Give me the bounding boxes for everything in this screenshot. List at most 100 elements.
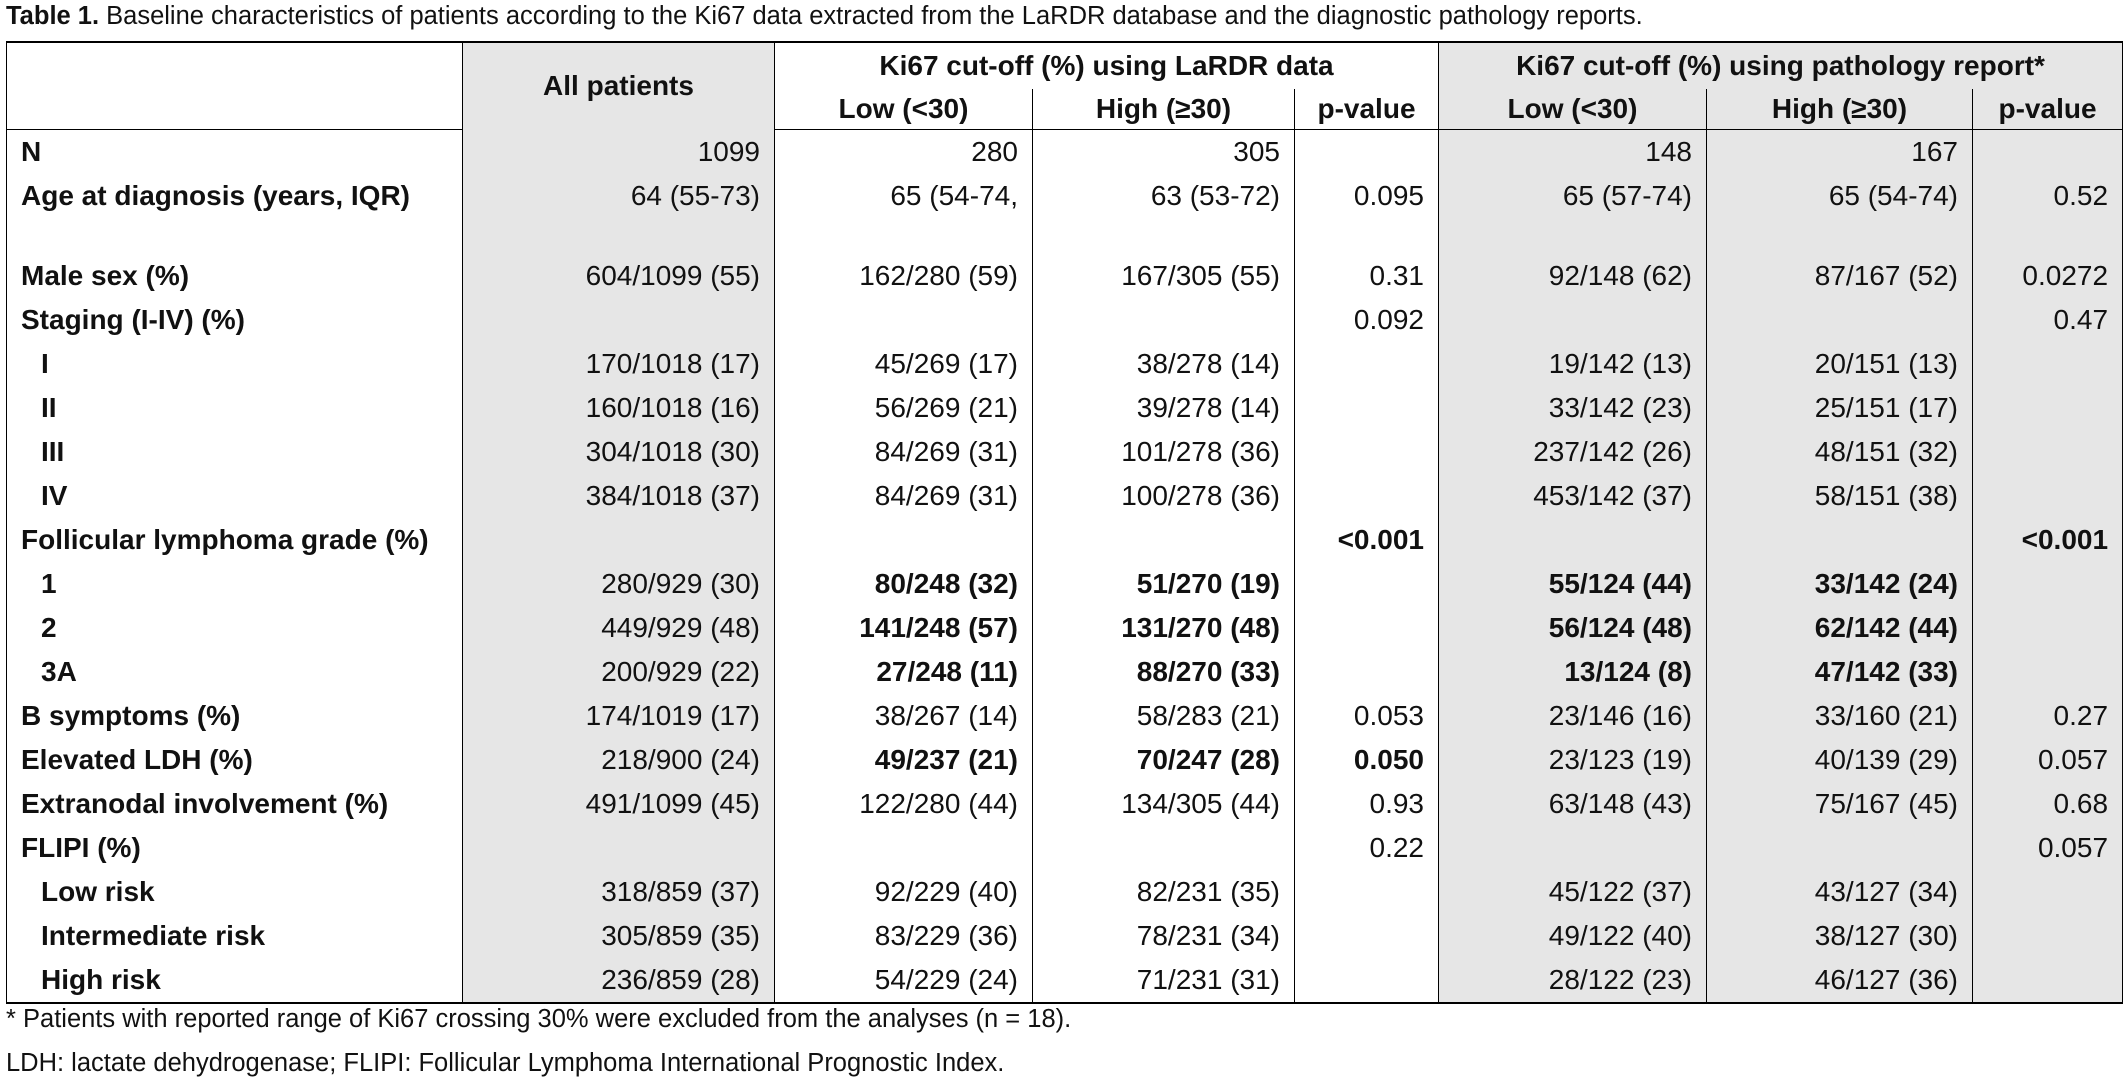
cell-pathology-high: 20/151 (13)	[1706, 342, 1973, 386]
cell-pathology-pvalue	[1971, 129, 2124, 174]
cell-all-patients: 170/1018 (17)	[462, 342, 775, 386]
cell-pathology-pvalue: 0.0272	[1971, 254, 2124, 298]
cell-lardr-low: 56/269 (21)	[774, 386, 1033, 430]
cell-pathology-low: 148	[1438, 129, 1707, 174]
header-empty-cell	[6, 89, 463, 130]
cell-pathology-high: 40/139 (29)	[1706, 738, 1973, 782]
cell-all-patients: 174/1019 (17)	[462, 694, 775, 738]
cell-pathology-pvalue	[1971, 870, 2124, 914]
cell-lardr-high: 38/278 (14)	[1032, 342, 1295, 386]
cell-pathology-low: 55/124 (44)	[1438, 562, 1707, 606]
cell-lardr-high: 71/231 (31)	[1032, 958, 1295, 1004]
cell-pathology-low: 23/123 (19)	[1438, 738, 1707, 782]
cell-lardr-high: 167/305 (55)	[1032, 254, 1295, 298]
cell-all-patients: 449/929 (48)	[462, 606, 775, 650]
footnote-abbreviations: LDH: lactate dehydrogenase; FLIPI: Folli…	[6, 1049, 1005, 1077]
row-label: 1	[6, 562, 463, 606]
cell-lardr-high: 82/231 (35)	[1032, 870, 1295, 914]
spacer-cell	[1971, 218, 2124, 254]
header-row-groups: All patients Ki67 cut-off (%) using LaRD…	[6, 41, 2124, 130]
table-row: Follicular lymphoma grade (%) <0.001 <0.00…	[6, 518, 2124, 562]
cell-lardr-pvalue	[1294, 386, 1439, 430]
cell-lardr-pvalue: <0.001	[1294, 518, 1439, 562]
cell-all-patients: 200/929 (22)	[462, 650, 775, 694]
cell-all-patients: 218/900 (24)	[462, 738, 775, 782]
cell-lardr-pvalue	[1294, 430, 1439, 474]
cell-all-patients: 1099	[462, 129, 775, 174]
cell-pathology-low: 65 (57-74)	[1438, 174, 1707, 218]
header-pathology-pvalue: p-value	[1971, 89, 2124, 130]
cell-lardr-low	[774, 826, 1033, 870]
header-empty-cell	[6, 41, 463, 89]
cell-pathology-pvalue	[1971, 958, 2124, 1004]
cell-lardr-high: 305	[1032, 129, 1295, 174]
cell-all-patients: 236/859 (28)	[462, 958, 775, 1004]
cell-all-patients: 280/929 (30)	[462, 562, 775, 606]
cell-lardr-low: 280	[774, 129, 1033, 174]
cell-all-patients: 318/859 (37)	[462, 870, 775, 914]
cell-lardr-high	[1032, 518, 1295, 562]
cell-lardr-high: 39/278 (14)	[1032, 386, 1295, 430]
cell-lardr-low: 141/248 (57)	[774, 606, 1033, 650]
cell-pathology-pvalue	[1971, 650, 2124, 694]
header-all-patients: All patients	[462, 41, 775, 130]
cell-pathology-low: 63/148 (43)	[1438, 782, 1707, 826]
cell-lardr-pvalue	[1294, 870, 1439, 914]
table-row: Low risk 318/859 (37) 92/229 (40) 82/231 (3…	[6, 870, 2124, 914]
cell-lardr-pvalue	[1294, 650, 1439, 694]
row-label: FLIPI (%)	[6, 826, 463, 870]
cell-lardr-high: 88/270 (33)	[1032, 650, 1295, 694]
cell-lardr-pvalue	[1294, 606, 1439, 650]
row-label: High risk	[6, 958, 463, 1004]
cell-pathology-high: 47/142 (33)	[1706, 650, 1973, 694]
cell-all-patients: 604/1099 (55)	[462, 254, 775, 298]
cell-lardr-pvalue	[1294, 129, 1439, 174]
cell-all-patients	[462, 518, 775, 562]
cell-lardr-low	[774, 298, 1033, 342]
cell-pathology-low	[1438, 518, 1707, 562]
cell-lardr-high: 78/231 (34)	[1032, 914, 1295, 958]
cell-pathology-low: 56/124 (48)	[1438, 606, 1707, 650]
row-label: IV	[6, 474, 463, 518]
spacer-cell	[1294, 218, 1439, 254]
spacer-row	[6, 218, 2124, 254]
cell-lardr-low: 162/280 (59)	[774, 254, 1033, 298]
table-row: N 1099 280 305 148 167	[6, 129, 2124, 174]
cell-pathology-high: 46/127 (36)	[1706, 958, 1973, 1004]
cell-lardr-low: 38/267 (14)	[774, 694, 1033, 738]
cell-pathology-low: 49/122 (40)	[1438, 914, 1707, 958]
cell-pathology-high: 58/151 (38)	[1706, 474, 1973, 518]
cell-lardr-high	[1032, 826, 1295, 870]
table-caption: Table 1. Baseline characteristics of pat…	[6, 2, 1643, 31]
table-caption-label: Table 1.	[6, 2, 100, 30]
cell-lardr-high: 58/283 (21)	[1032, 694, 1295, 738]
cell-pathology-pvalue	[1971, 386, 2124, 430]
table-row: High risk 236/859 (28) 54/229 (24) 71/231 (…	[6, 958, 2124, 1004]
header-group-pathology: Ki67 cut-off (%) using pathology report*	[1437, 41, 2124, 89]
cell-pathology-high: 167	[1706, 129, 1973, 174]
cell-lardr-high: 63 (53-72)	[1032, 174, 1295, 218]
cell-pathology-high: 48/151 (32)	[1706, 430, 1973, 474]
cell-pathology-high: 25/151 (17)	[1706, 386, 1973, 430]
header-pathology-high: High (≥30)	[1706, 89, 1973, 130]
cell-pathology-high: 33/142 (24)	[1706, 562, 1973, 606]
cell-all-patients: 160/1018 (16)	[462, 386, 775, 430]
row-label: Low risk	[6, 870, 463, 914]
cell-lardr-low: 45/269 (17)	[774, 342, 1033, 386]
cell-pathology-pvalue	[1971, 342, 2124, 386]
cell-lardr-low: 49/237 (21)	[774, 738, 1033, 782]
cell-lardr-pvalue: 0.095	[1294, 174, 1439, 218]
cell-pathology-low: 45/122 (37)	[1438, 870, 1707, 914]
cell-pathology-pvalue: 0.27	[1971, 694, 2124, 738]
cell-lardr-low: 54/229 (24)	[774, 958, 1033, 1004]
cell-pathology-low: 33/142 (23)	[1438, 386, 1707, 430]
table-row: 3A 200/929 (22) 27/248 (11) 88/270 (33) 13/1…	[6, 650, 2124, 694]
header-row-subcolumns: Low (<30) High (≥30) p-value Low (<30) H…	[6, 89, 2124, 130]
row-label: Extranodal involvement (%)	[6, 782, 463, 826]
row-label: Male sex (%)	[6, 254, 463, 298]
cell-pathology-pvalue: 0.68	[1971, 782, 2124, 826]
cell-pathology-high: 43/127 (34)	[1706, 870, 1973, 914]
table-row: Staging (I-IV) (%) 0.092 0.47	[6, 298, 2124, 342]
table-row: Male sex (%) 604/1099 (55) 162/280 (59) 167…	[6, 254, 2124, 298]
footnote-exclusion: * Patients with reported range of Ki67 c…	[6, 1005, 1072, 1033]
